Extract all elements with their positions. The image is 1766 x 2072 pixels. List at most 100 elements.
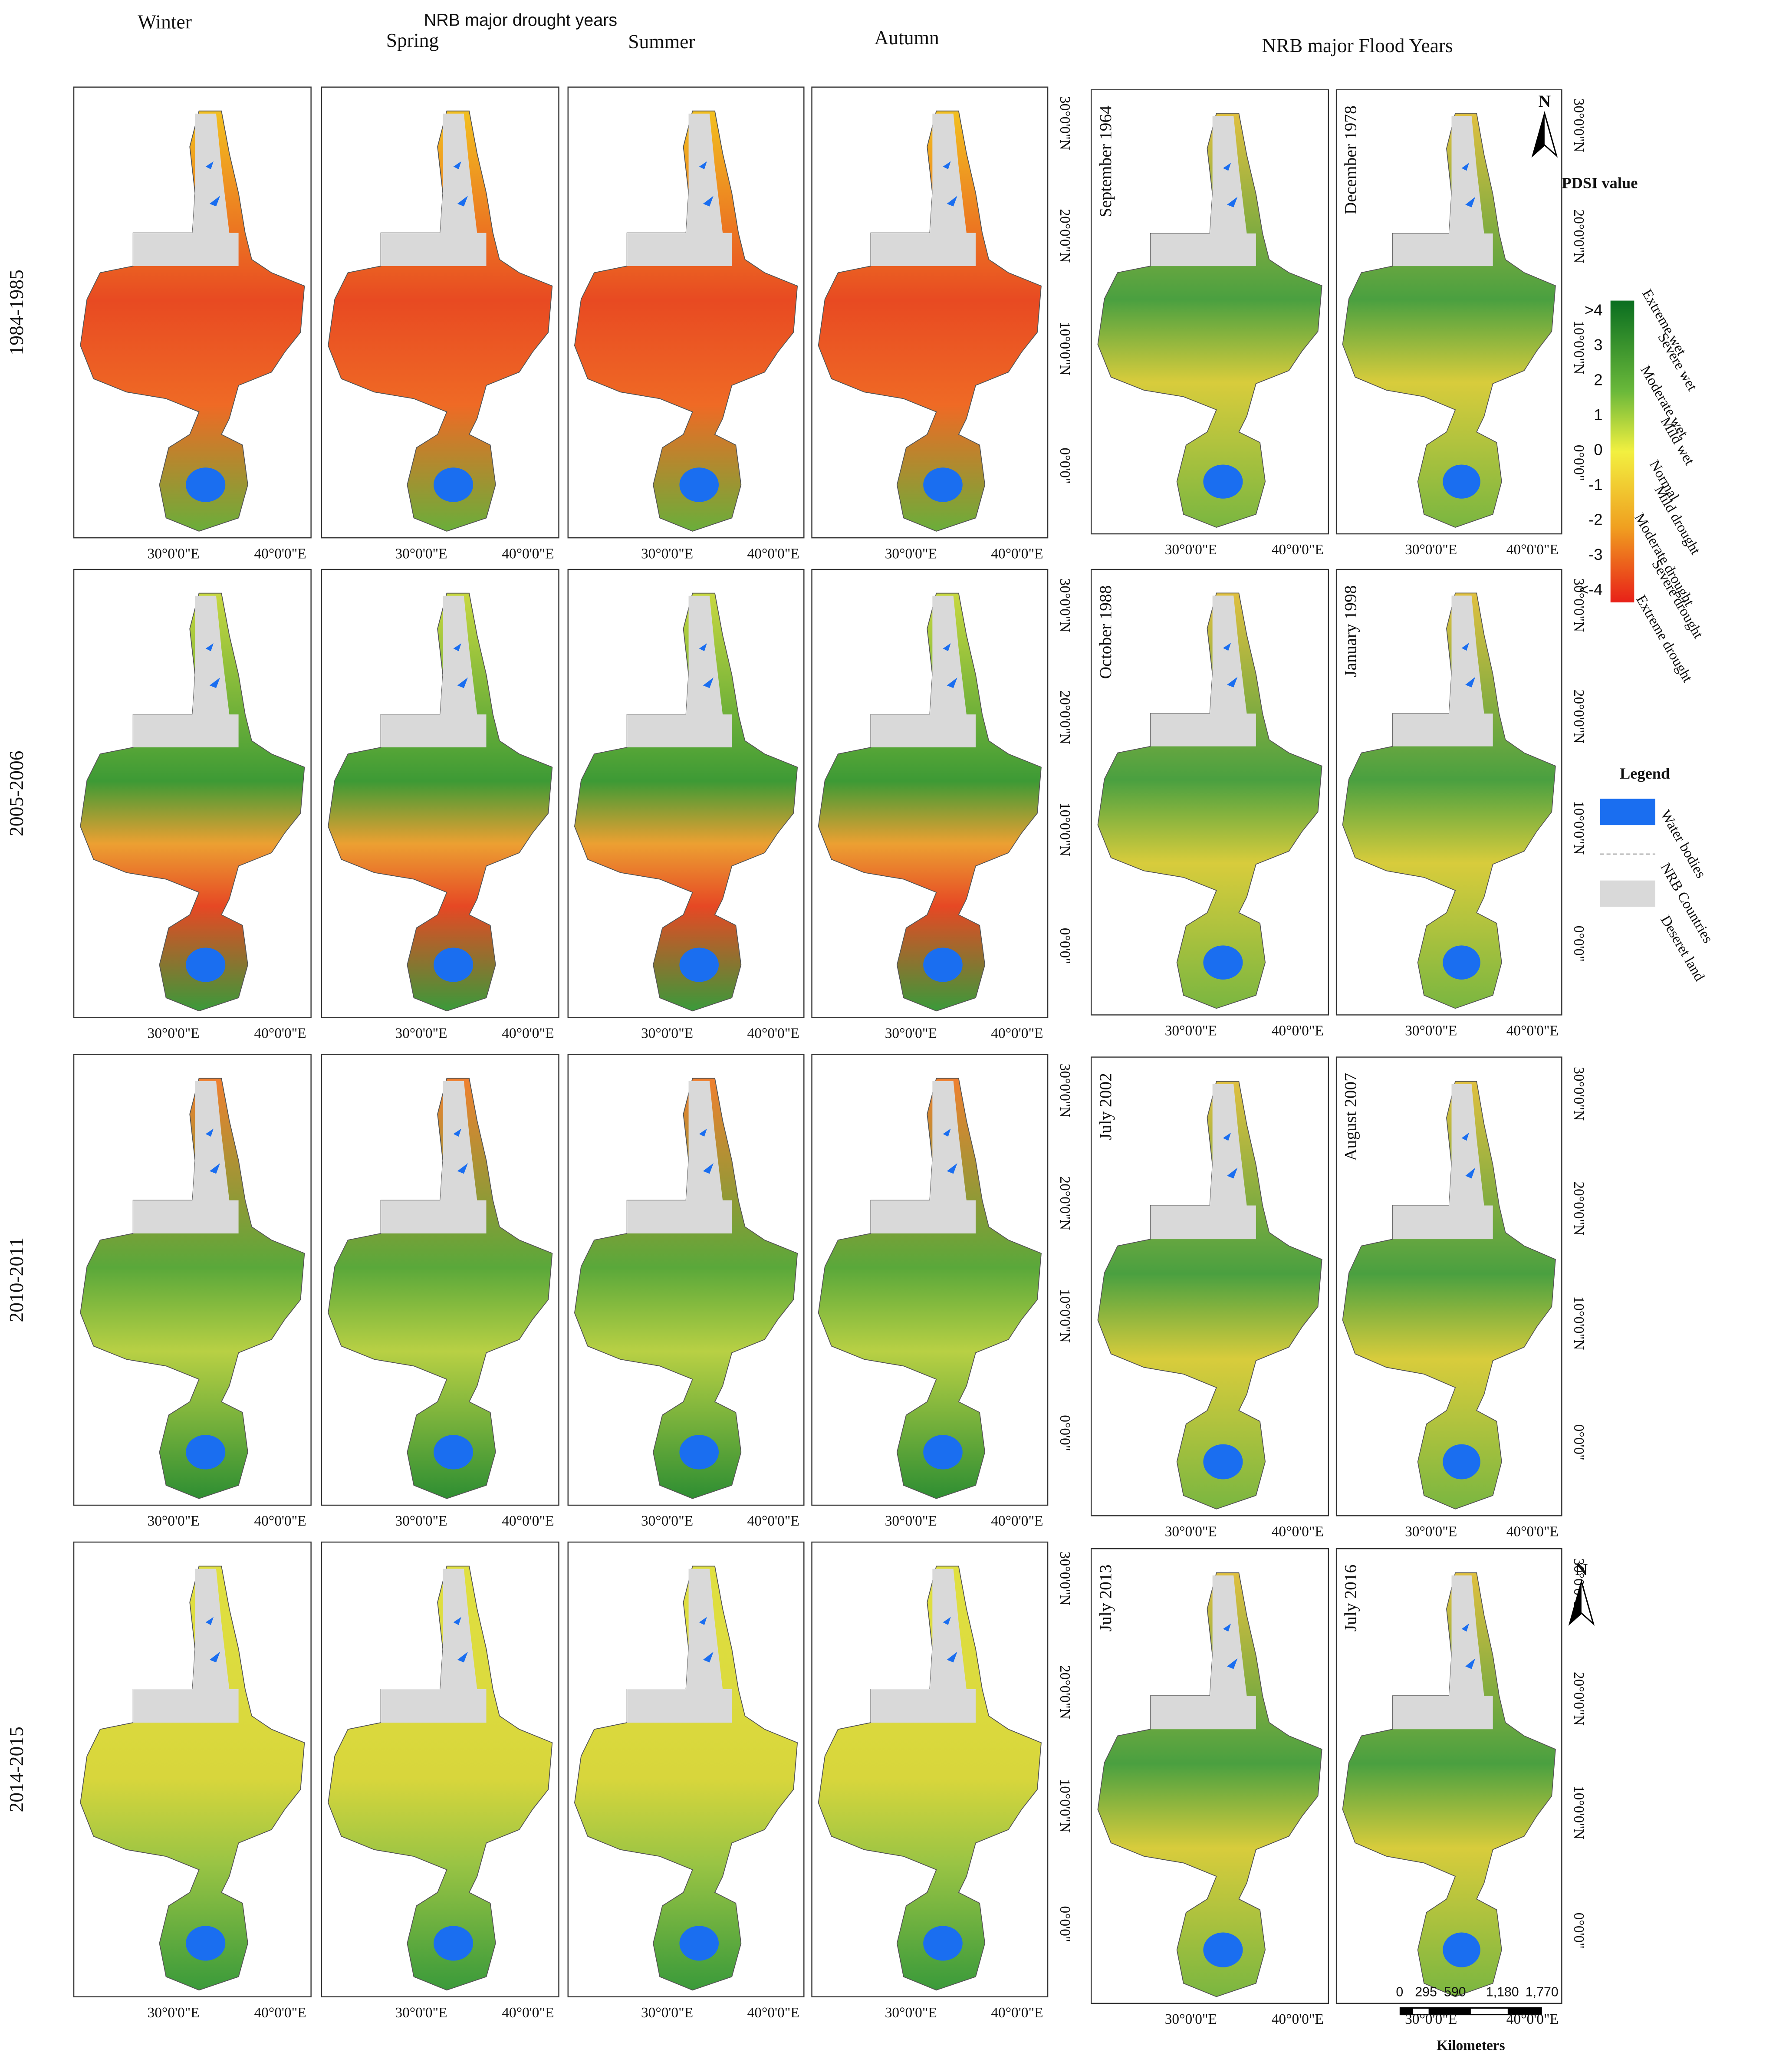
colorbar-tick: 1: [1594, 406, 1602, 424]
scale-tick: 590: [1444, 1985, 1466, 2000]
lon-label: 40°0'0"E: [502, 1513, 554, 1529]
season-header: Winter: [138, 10, 192, 33]
lon-label: 30°0'0"E: [641, 2005, 693, 2021]
lake: [434, 1435, 474, 1470]
lake: [679, 467, 719, 502]
lon-label: 40°0'0"E: [254, 546, 306, 562]
basin-map: [1342, 1572, 1556, 1997]
lon-label: 30°0'0"E: [885, 1026, 937, 1042]
lat-label: 30°0'0"N: [1057, 1064, 1073, 1118]
river-lakes: [453, 1617, 468, 1663]
lake: [679, 1926, 719, 1961]
desert: [1392, 1084, 1493, 1240]
river-lakes: [1223, 163, 1238, 207]
lat-label: 20°0'0"N: [1571, 1181, 1587, 1235]
basin: [80, 110, 305, 532]
desert: [1392, 115, 1493, 266]
lat-label: 10°0'0"N: [1057, 1779, 1073, 1833]
desert: [381, 1081, 487, 1233]
lake: [1203, 1932, 1243, 1967]
lat-label: 20°0'0"N: [1057, 209, 1073, 263]
lake: [679, 1435, 719, 1470]
scale-tick: 1,770: [1526, 1985, 1559, 2000]
basin-map: [328, 110, 553, 532]
basin: [1097, 1081, 1322, 1510]
desert: [1150, 1575, 1256, 1730]
lat-label: 30°0'0"N: [1571, 1067, 1587, 1121]
lake: [186, 947, 226, 982]
season-header: Spring: [386, 29, 439, 51]
basin: [328, 1566, 553, 1991]
lat-label: 10°0'0"N: [1571, 1296, 1587, 1350]
lat-label: 10°0'0"N: [1571, 320, 1587, 374]
lake: [1443, 1444, 1480, 1480]
lat-label: 0°0'0": [1571, 1913, 1587, 1949]
scale-tick: 0: [1396, 1985, 1403, 2000]
river-lakes: [943, 1128, 957, 1174]
desert: [871, 1569, 976, 1723]
lon-label: 30°0'0"E: [148, 1026, 200, 1042]
scale-bar: [1470, 2008, 1508, 2014]
basin: [80, 1566, 305, 1991]
river-lakes: [453, 1128, 468, 1174]
colorbar-tick: 0: [1594, 441, 1602, 458]
lat-label: 30°0'0"N: [1571, 99, 1587, 152]
desert: [871, 1081, 976, 1233]
lake: [186, 1926, 226, 1961]
lat-label: 10°0'0"N: [1571, 801, 1587, 855]
basin: [80, 592, 305, 1012]
lat-label: 20°0'0"N: [1057, 691, 1073, 744]
colorbar-tick: >4: [1585, 301, 1603, 319]
desert: [1392, 595, 1493, 747]
colorbar-tick: -2: [1588, 510, 1602, 528]
river-lakes: [699, 643, 714, 688]
desert: [1150, 595, 1256, 747]
basin-map: [1342, 113, 1556, 528]
scale-unit: Kilometers: [1437, 2038, 1505, 2054]
lon-label: 40°0'0"E: [991, 546, 1043, 562]
lon-label: 40°0'0"E: [1272, 2011, 1324, 2027]
lat-label: 20°0'0"N: [1571, 1672, 1587, 1726]
basin: [1097, 113, 1322, 528]
basin: [1342, 592, 1556, 1009]
lon-label: 40°0'0"E: [747, 1513, 799, 1529]
lon-label: 30°0'0"E: [885, 2005, 937, 2021]
desert: [627, 113, 732, 266]
lat-label: 10°0'0"N: [1057, 322, 1073, 375]
lat-label: 0°0'0": [1571, 1424, 1587, 1460]
lake: [923, 1926, 963, 1961]
basin-map: [80, 1078, 305, 1499]
basin-map: [80, 1566, 305, 1991]
basin-map: [818, 110, 1042, 532]
basin-map: [574, 592, 798, 1012]
lon-label: 30°0'0"E: [1405, 1523, 1457, 1539]
river-lakes: [699, 1617, 714, 1663]
desert: [133, 1569, 239, 1723]
lake: [923, 947, 963, 982]
river-lakes: [1461, 643, 1476, 687]
basin: [328, 592, 553, 1012]
basin: [818, 110, 1042, 532]
basin: [1342, 1081, 1556, 1510]
north-label: N: [1575, 1560, 1588, 1579]
basin-map: [80, 592, 305, 1012]
basin-map: [80, 110, 305, 532]
lon-label: 40°0'0"E: [1506, 542, 1559, 558]
row-label: 2014-2015: [5, 1727, 27, 1812]
basin-map: [1097, 592, 1322, 1009]
water-swatch: [1600, 799, 1655, 826]
lon-label: 30°0'0"E: [1165, 1523, 1217, 1539]
river-lakes: [1461, 1132, 1476, 1179]
desert: [381, 1569, 487, 1723]
colorbar-tick: -3: [1588, 546, 1602, 563]
flood-title: NRB major Flood Years: [1262, 34, 1453, 56]
basin: [80, 1078, 305, 1499]
lon-label: 40°0'0"E: [991, 2005, 1043, 2021]
lake: [1203, 1444, 1243, 1480]
lake: [679, 947, 719, 982]
lat-label: 20°0'0"N: [1057, 1665, 1073, 1719]
basin: [574, 1566, 798, 1991]
north-label: N: [1539, 92, 1551, 111]
lake: [186, 467, 226, 502]
lat-label: 0°0'0": [1057, 928, 1073, 964]
